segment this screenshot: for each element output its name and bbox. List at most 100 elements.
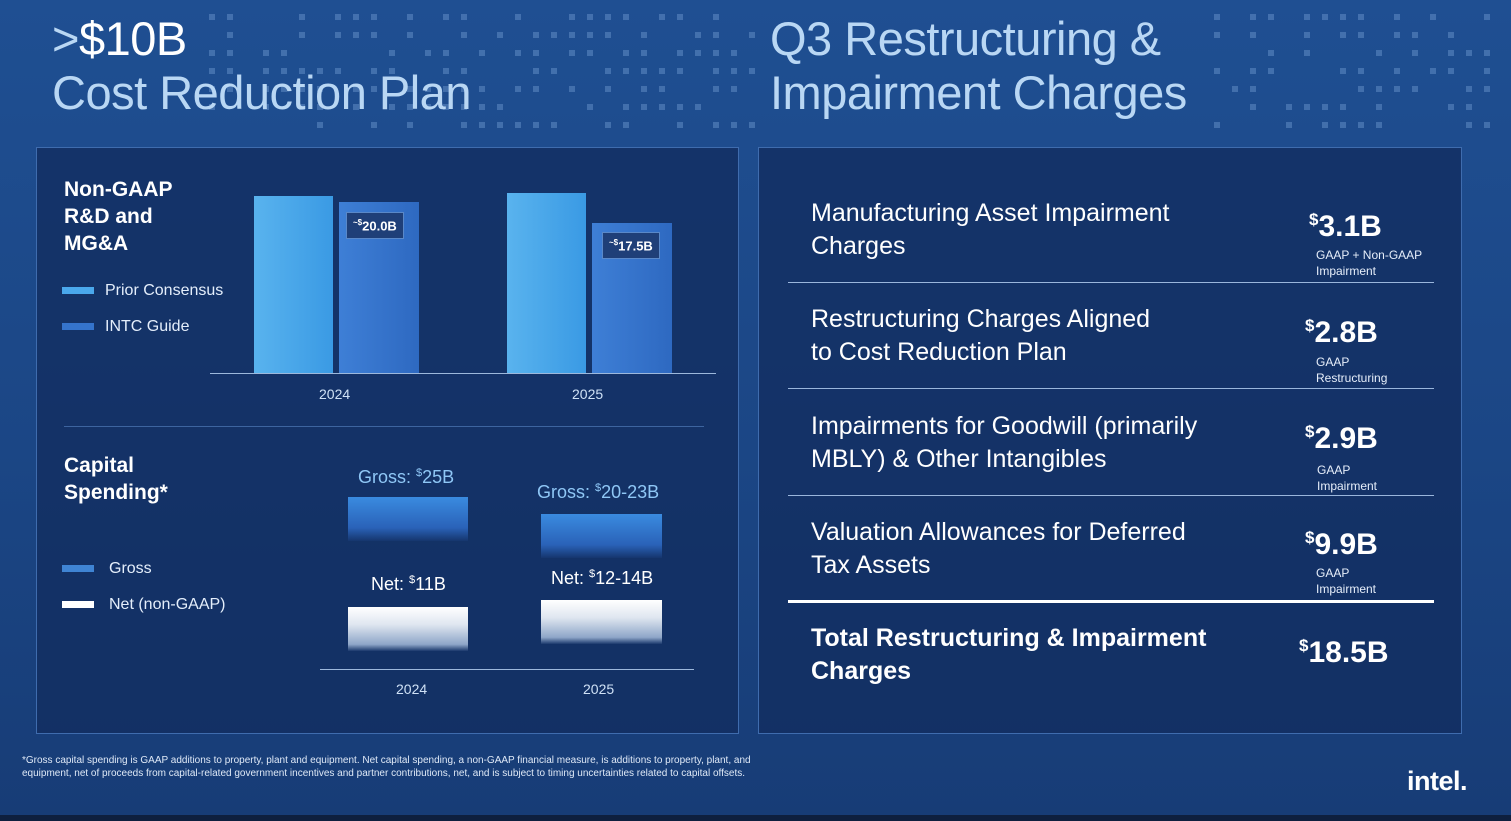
decorative-dot: [407, 122, 413, 128]
cost-reduction-title: >$10B Cost Reduction Plan: [52, 12, 471, 120]
charge-amount: $9.9B: [1305, 528, 1378, 562]
category-line: GAAP: [1316, 565, 1376, 581]
decorative-dot: [1340, 68, 1346, 74]
gross-label-2024: Gross: $25B: [358, 467, 454, 488]
decorative-dot: [1358, 122, 1364, 128]
decorative-dot: [1322, 14, 1328, 20]
decorative-dot: [569, 86, 575, 92]
amount-value: 9.9B: [1314, 528, 1377, 561]
decorative-dot: [497, 104, 503, 110]
decorative-dot: [1214, 14, 1220, 20]
label-value: 20.0B: [362, 218, 397, 233]
decorative-dot: [1358, 32, 1364, 38]
footnote-line: equipment, net of proceeds from capital-…: [22, 767, 842, 780]
decorative-dot: [1250, 14, 1256, 20]
decorative-dot: [695, 104, 701, 110]
decorative-dot: [623, 122, 629, 128]
decorative-dot: [515, 86, 521, 92]
charge-line: to Cost Reduction Plan: [811, 336, 1241, 369]
bar-prior-consensus-2024: [254, 196, 333, 373]
legend-swatch: [62, 565, 94, 572]
decorative-dot: [677, 50, 683, 56]
charge-category: GAAP Restructuring: [1316, 354, 1387, 386]
decorative-dot: [497, 32, 503, 38]
decorative-dot: [1376, 86, 1382, 92]
charge-amount: $3.1B: [1309, 210, 1382, 244]
decorative-dot: [515, 14, 521, 20]
decorative-dot: [605, 14, 611, 20]
decorative-dot: [1286, 122, 1292, 128]
decorative-dot: [497, 122, 503, 128]
decorative-dot: [713, 14, 719, 20]
gross-label-2025: Gross: $20-23B: [537, 482, 659, 503]
charge-line: Valuation Allowances for Deferred: [811, 516, 1241, 549]
capex-title-line: Capital: [64, 452, 168, 479]
charge-description: Manufacturing Asset Impairment Charges: [811, 197, 1241, 263]
category-line: GAAP + Non-GAAP: [1316, 247, 1422, 263]
total-description: Total Restructuring & Impairment Charges: [811, 622, 1241, 688]
decorative-dot: [587, 50, 593, 56]
intel-logo: intel.: [1407, 766, 1467, 797]
decorative-dot: [1430, 14, 1436, 20]
title-line1: Q3 Restructuring &: [770, 12, 1187, 66]
decorative-dot: [749, 122, 755, 128]
decorative-dot: [587, 104, 593, 110]
decorative-dot: [479, 122, 485, 128]
decorative-dot: [695, 32, 701, 38]
decorative-dot: [713, 32, 719, 38]
data-label-2025: ~$17.5B: [602, 232, 660, 259]
decorative-dot: [731, 50, 737, 56]
decorative-dot: [1484, 68, 1490, 74]
decorative-dot: [1322, 104, 1328, 110]
decorative-dot: [1448, 104, 1454, 110]
legend-label: Gross: [109, 560, 152, 577]
title-prefix: >: [52, 12, 79, 65]
opex-section-title: Non-GAAP R&D and MG&A: [64, 176, 173, 257]
legend-prior-consensus: Prior Consensus: [62, 282, 223, 300]
decorative-dot: [659, 68, 665, 74]
decorative-dot: [1484, 50, 1490, 56]
decorative-dot: [533, 86, 539, 92]
decorative-dot: [371, 122, 377, 128]
decorative-dot: [1484, 122, 1490, 128]
decorative-dot: [659, 86, 665, 92]
decorative-dot: [569, 32, 575, 38]
opex-tick-2024: 2024: [319, 386, 350, 402]
label-text: Gross:: [537, 482, 595, 502]
total-divider: [788, 600, 1434, 603]
bar-prior-consensus-2025: [507, 193, 586, 373]
decorative-dot: [659, 14, 665, 20]
label-value: 20-23B: [601, 482, 659, 502]
opex-title-line: Non-GAAP: [64, 176, 173, 203]
label-value: 17.5B: [618, 238, 653, 253]
decorative-dot: [551, 68, 557, 74]
capex-section-title: Capital Spending*: [64, 452, 168, 506]
decorative-dot: [1394, 14, 1400, 20]
decorative-dot: [1466, 122, 1472, 128]
decorative-dot: [479, 104, 485, 110]
decorative-dot: [1250, 32, 1256, 38]
decorative-dot: [641, 86, 647, 92]
decorative-dot: [1322, 122, 1328, 128]
legend-gross: Gross: [62, 560, 152, 578]
total-line: Charges: [811, 655, 1241, 688]
label-text: Net:: [551, 568, 589, 588]
amount-value: 3.1B: [1318, 210, 1381, 243]
bottom-strip: [0, 815, 1511, 821]
label-value: 25B: [422, 467, 454, 487]
decorative-dot: [1358, 14, 1364, 20]
decorative-dot: [731, 68, 737, 74]
net-bar-2025: [541, 600, 662, 644]
decorative-dot: [515, 122, 521, 128]
decorative-dot: [731, 122, 737, 128]
capex-x-axis: [320, 669, 694, 670]
charge-line: Restructuring Charges Aligned: [811, 303, 1241, 336]
charge-description: Valuation Allowances for Deferred Tax As…: [811, 516, 1241, 582]
legend-label: Prior Consensus: [105, 282, 223, 299]
decorative-dot: [1376, 122, 1382, 128]
decorative-dot: [605, 122, 611, 128]
decorative-dot: [1484, 14, 1490, 20]
charge-line: Manufacturing Asset Impairment: [811, 197, 1241, 230]
decorative-dot: [641, 68, 647, 74]
decorative-dot: [1214, 122, 1220, 128]
